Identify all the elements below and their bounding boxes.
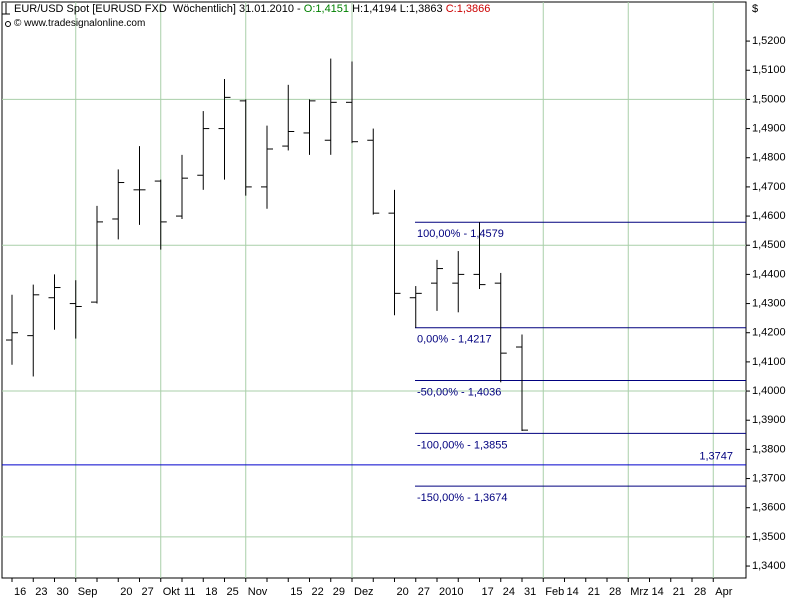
x-tick-label: Sep: [78, 586, 98, 598]
y-tick-label: 1,3600: [752, 502, 786, 514]
y-tick-label: 1,3700: [752, 472, 786, 484]
y-tick-label: 1,3800: [752, 443, 786, 455]
x-tick-label: Dez: [354, 586, 374, 598]
y-tick-label: 1,4900: [752, 122, 786, 134]
x-tick-label: 22: [312, 586, 324, 598]
title-instrument: EUR/USD Spot [EURUSD FXD Wöchentlich] 31…: [14, 3, 304, 15]
y-tick-label: 1,4700: [752, 181, 786, 193]
y-tick-label: 1,4500: [752, 239, 786, 251]
x-tick-label: 28: [609, 586, 621, 598]
x-tick-label: Mrz: [630, 586, 648, 598]
x-tick-label: 21: [673, 586, 685, 598]
x-tick-label: Apr: [715, 586, 732, 598]
x-tick-label: 30: [57, 586, 69, 598]
y-tick-label: 1,4400: [752, 268, 786, 280]
y-tick-label: 1,4100: [752, 356, 786, 368]
y-tick-label: 1,4600: [752, 210, 786, 222]
x-tick-label: 20: [120, 586, 132, 598]
y-tick-label: 1,4000: [752, 385, 786, 397]
x-tick-label: Feb: [545, 586, 564, 598]
fib-label: 0,00% - 1,4217: [417, 334, 492, 346]
x-tick-label: 11: [184, 586, 195, 598]
y-unit: $: [752, 3, 758, 15]
y-tick-label: 1,5200: [752, 35, 786, 47]
y-tick-label: 1,5000: [752, 93, 786, 105]
x-tick-label: 2010: [439, 586, 463, 598]
x-tick-label: 15: [290, 586, 302, 598]
x-tick-label: Okt: [163, 586, 180, 598]
plot-frame: [1, 1, 747, 579]
x-tick-label: 23: [35, 586, 47, 598]
y-tick-label: 1,4300: [752, 297, 786, 309]
x-tick-label: 21: [588, 586, 600, 598]
title-close: C:1,3866: [445, 3, 491, 15]
x-tick-label: 29: [333, 586, 345, 598]
title-high-low: H:1,4194 L:1,3863: [352, 3, 443, 15]
x-tick-label: 17: [482, 586, 494, 598]
x-tick-label: 16: [14, 586, 26, 598]
fib-label: -150,00% - 1,3674: [417, 492, 508, 504]
x-tick-label: 14: [652, 586, 664, 598]
x-tick-label: Nov: [248, 586, 268, 598]
y-tick-label: 1,3500: [752, 531, 786, 543]
title-open: O:1,4151: [303, 3, 350, 15]
price-line-label: 1,3747: [699, 451, 733, 463]
y-tick-label: 1,4800: [752, 152, 786, 164]
x-tick-label: 14: [567, 586, 579, 598]
y-tick-label: 1,5100: [752, 64, 786, 76]
x-tick-label: 18: [205, 586, 217, 598]
fib-label: 100,00% - 1,4579: [417, 228, 504, 240]
x-tick-label: 25: [227, 586, 239, 598]
copyright-mark: [5, 21, 11, 27]
x-tick-label: 27: [418, 586, 430, 598]
y-tick-label: 1,3400: [752, 560, 786, 572]
x-tick-label: 20: [397, 586, 409, 598]
x-tick-label: 27: [142, 586, 154, 598]
chart-title: EUR/USD Spot [EURUSD FXD Wöchentlich] 31…: [14, 3, 490, 15]
x-tick-label: 28: [694, 586, 706, 598]
subtitle: © www.tradesignalonline.com: [14, 18, 146, 29]
x-tick-label: 31: [524, 586, 536, 598]
y-tick-label: 1,3900: [752, 414, 786, 426]
fib-label: -50,00% - 1,4036: [417, 386, 501, 398]
x-tick-label: 24: [503, 586, 515, 598]
y-tick-label: 1,4200: [752, 327, 786, 339]
fib-label: -100,00% - 1,3855: [417, 439, 508, 451]
